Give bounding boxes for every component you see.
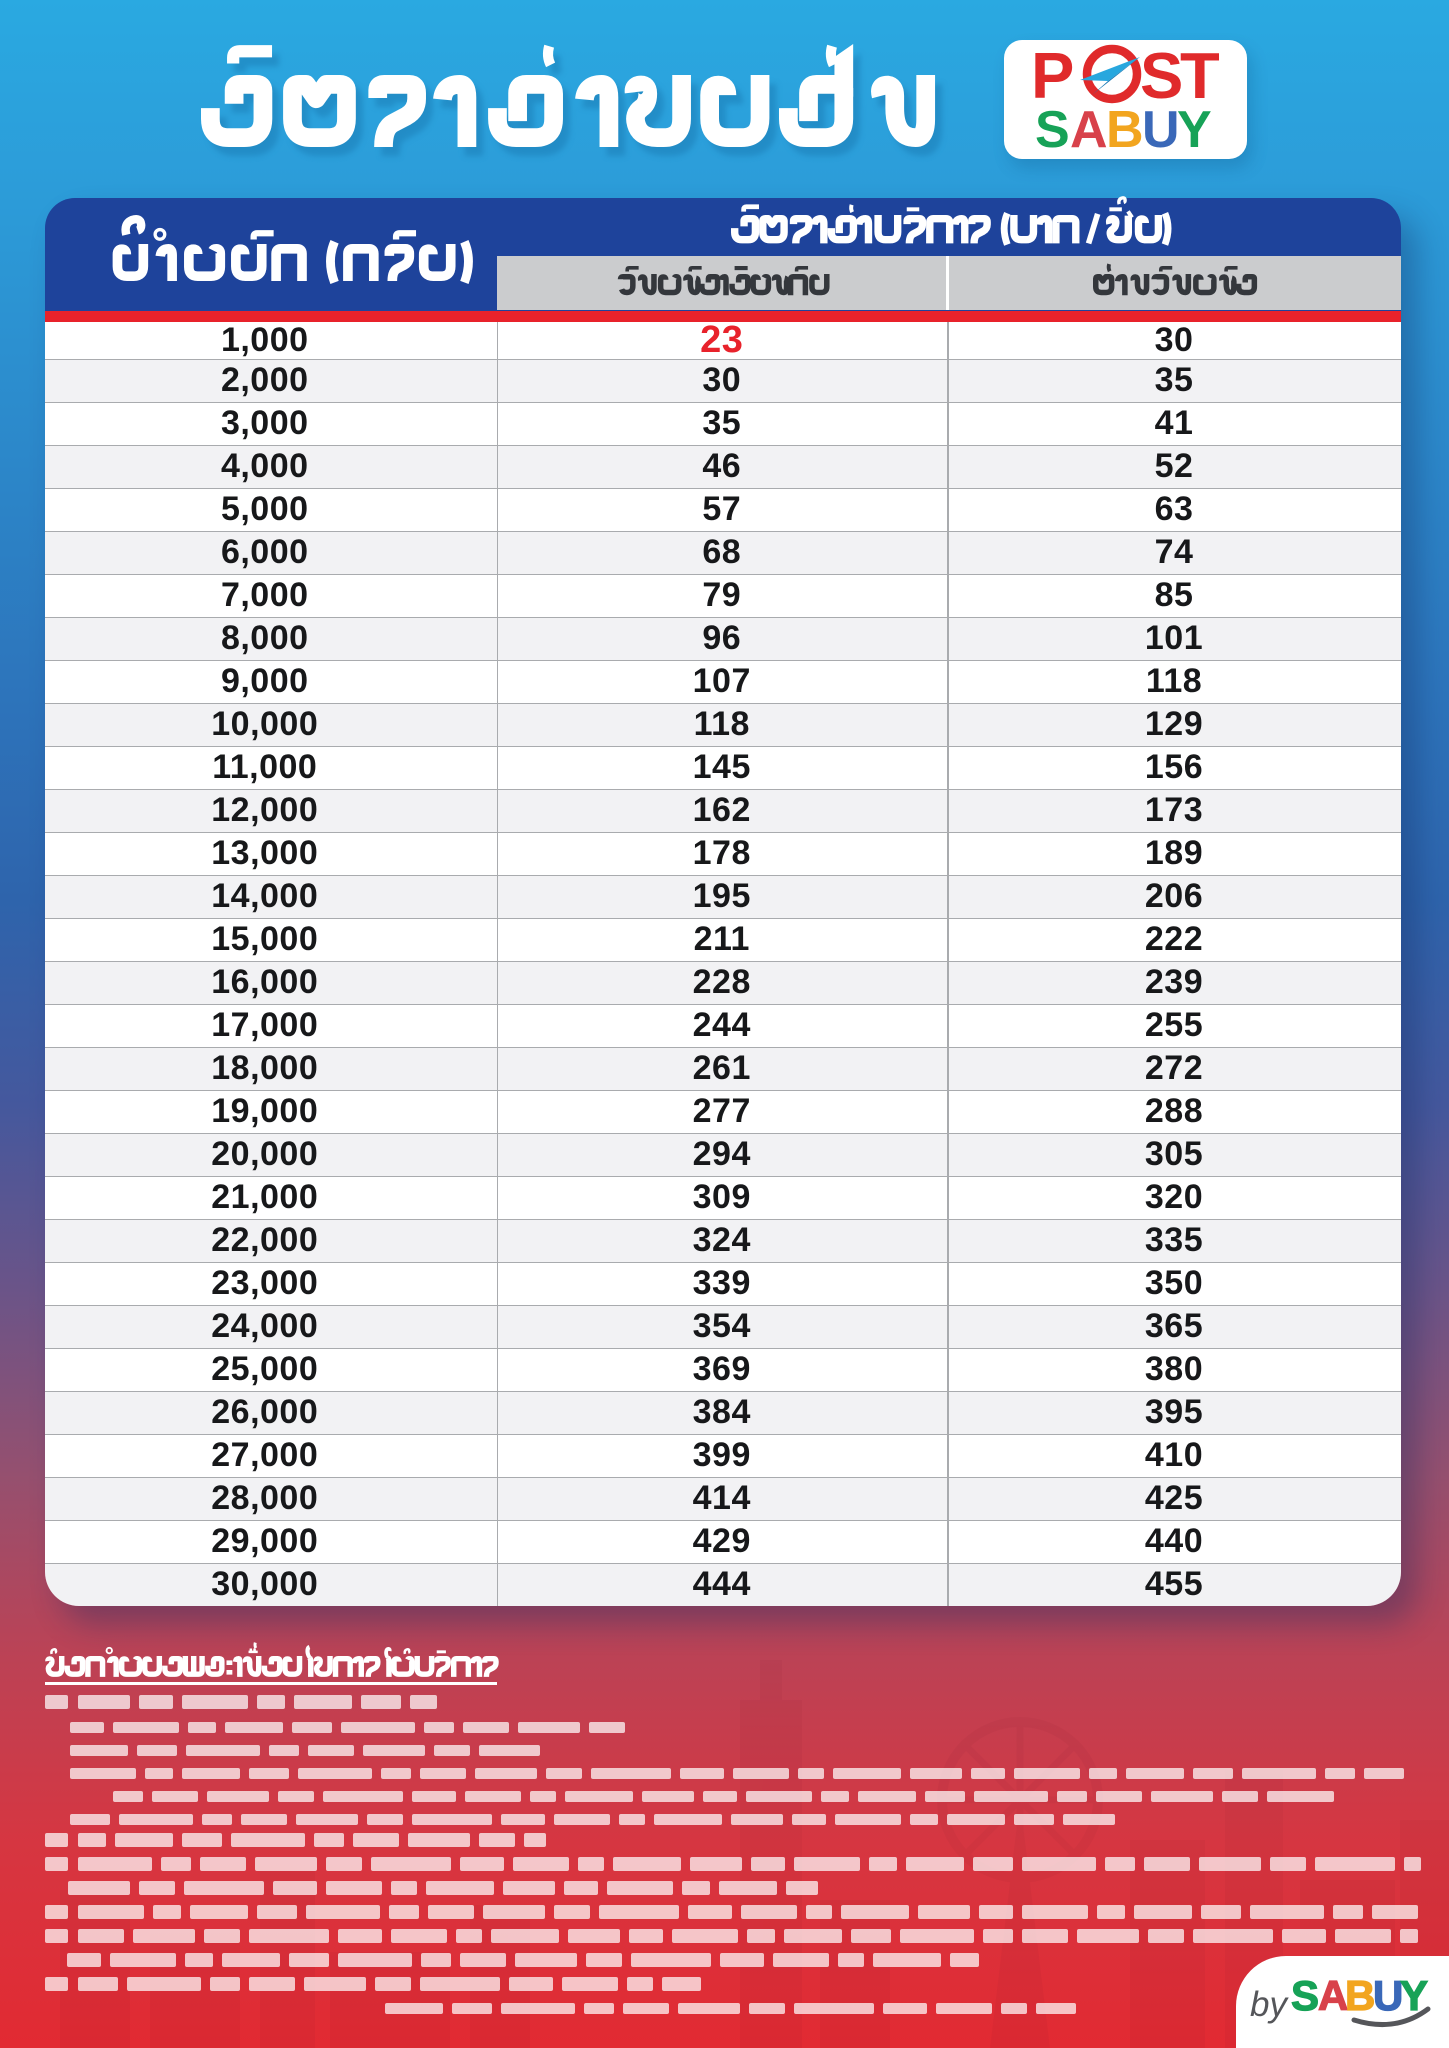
svg-text:B: B <box>1345 1972 1375 2019</box>
svg-text:U: U <box>1142 101 1180 159</box>
svg-text:T: T <box>1180 40 1220 112</box>
svg-text:A: A <box>1318 1972 1348 2019</box>
svg-text:Y: Y <box>1177 101 1212 159</box>
svg-text:P: P <box>1031 40 1074 112</box>
svg-text:S: S <box>1291 1972 1319 2019</box>
svg-text:S: S <box>1035 101 1070 159</box>
svg-text:by: by <box>1250 1985 1289 2024</box>
svg-text:B: B <box>1106 101 1144 159</box>
svg-text:U: U <box>1373 1972 1403 2019</box>
svg-text:S: S <box>1140 40 1183 112</box>
svg-text:A: A <box>1070 101 1108 159</box>
